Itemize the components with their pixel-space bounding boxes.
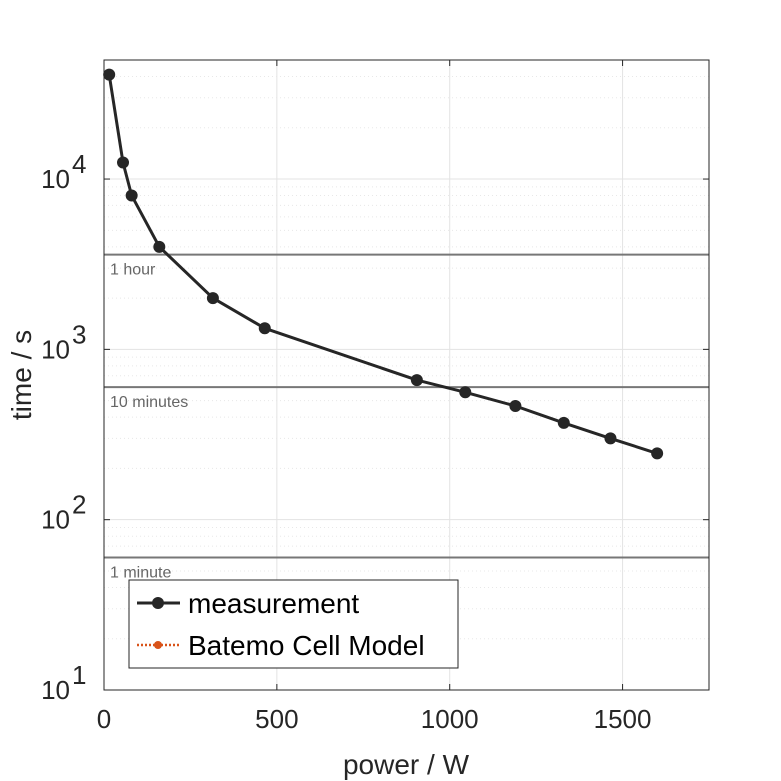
legend-marker-measurement: [152, 597, 164, 609]
legend: measurement Batemo Cell Model: [128, 579, 459, 669]
data-point: [410, 374, 423, 387]
plot-frame: [103, 59, 710, 691]
y-tick-label-exponent: 3: [72, 319, 86, 349]
data-point: [509, 400, 522, 413]
reference-label: 10 minutes: [110, 394, 188, 411]
x-axis-label: power / W: [343, 749, 470, 780]
y-tick-label: 10: [41, 505, 70, 535]
data-point: [206, 292, 219, 305]
data-point: [651, 447, 664, 460]
data-point: [604, 432, 617, 445]
reference-lines: 1 hour 10 minutes 1 minute: [104, 253, 709, 581]
x-tick-label: 1000: [421, 704, 479, 734]
data-point: [557, 416, 570, 429]
legend-label-measurement: measurement: [188, 588, 359, 619]
data-point: [117, 156, 130, 169]
y-tick-label: 10: [41, 164, 70, 194]
series-layer: [103, 68, 664, 460]
reference-label: 1 minute: [110, 564, 171, 581]
x-tick-label: 0: [97, 704, 111, 734]
legend-label-batemo: Batemo Cell Model: [188, 630, 425, 661]
y-tick-label: 10: [41, 675, 70, 705]
data-point: [459, 386, 472, 399]
data-point: [125, 189, 138, 202]
y-tick-label-exponent: 4: [72, 149, 86, 179]
reference-label: 1 hour: [110, 262, 156, 279]
y-axis-label: time / s: [6, 330, 37, 420]
x-tick-label: 1500: [594, 704, 652, 734]
data-point: [103, 68, 116, 81]
legend-box: [128, 579, 459, 669]
data-point: [153, 240, 166, 253]
y-tick-label: 10: [41, 334, 70, 364]
legend-marker-batemo: [154, 641, 162, 649]
x-tick-label: 500: [255, 704, 298, 734]
y-tick-label-exponent: 1: [72, 660, 86, 690]
data-point: [258, 322, 271, 335]
y-tick-label-exponent: 2: [72, 490, 86, 520]
